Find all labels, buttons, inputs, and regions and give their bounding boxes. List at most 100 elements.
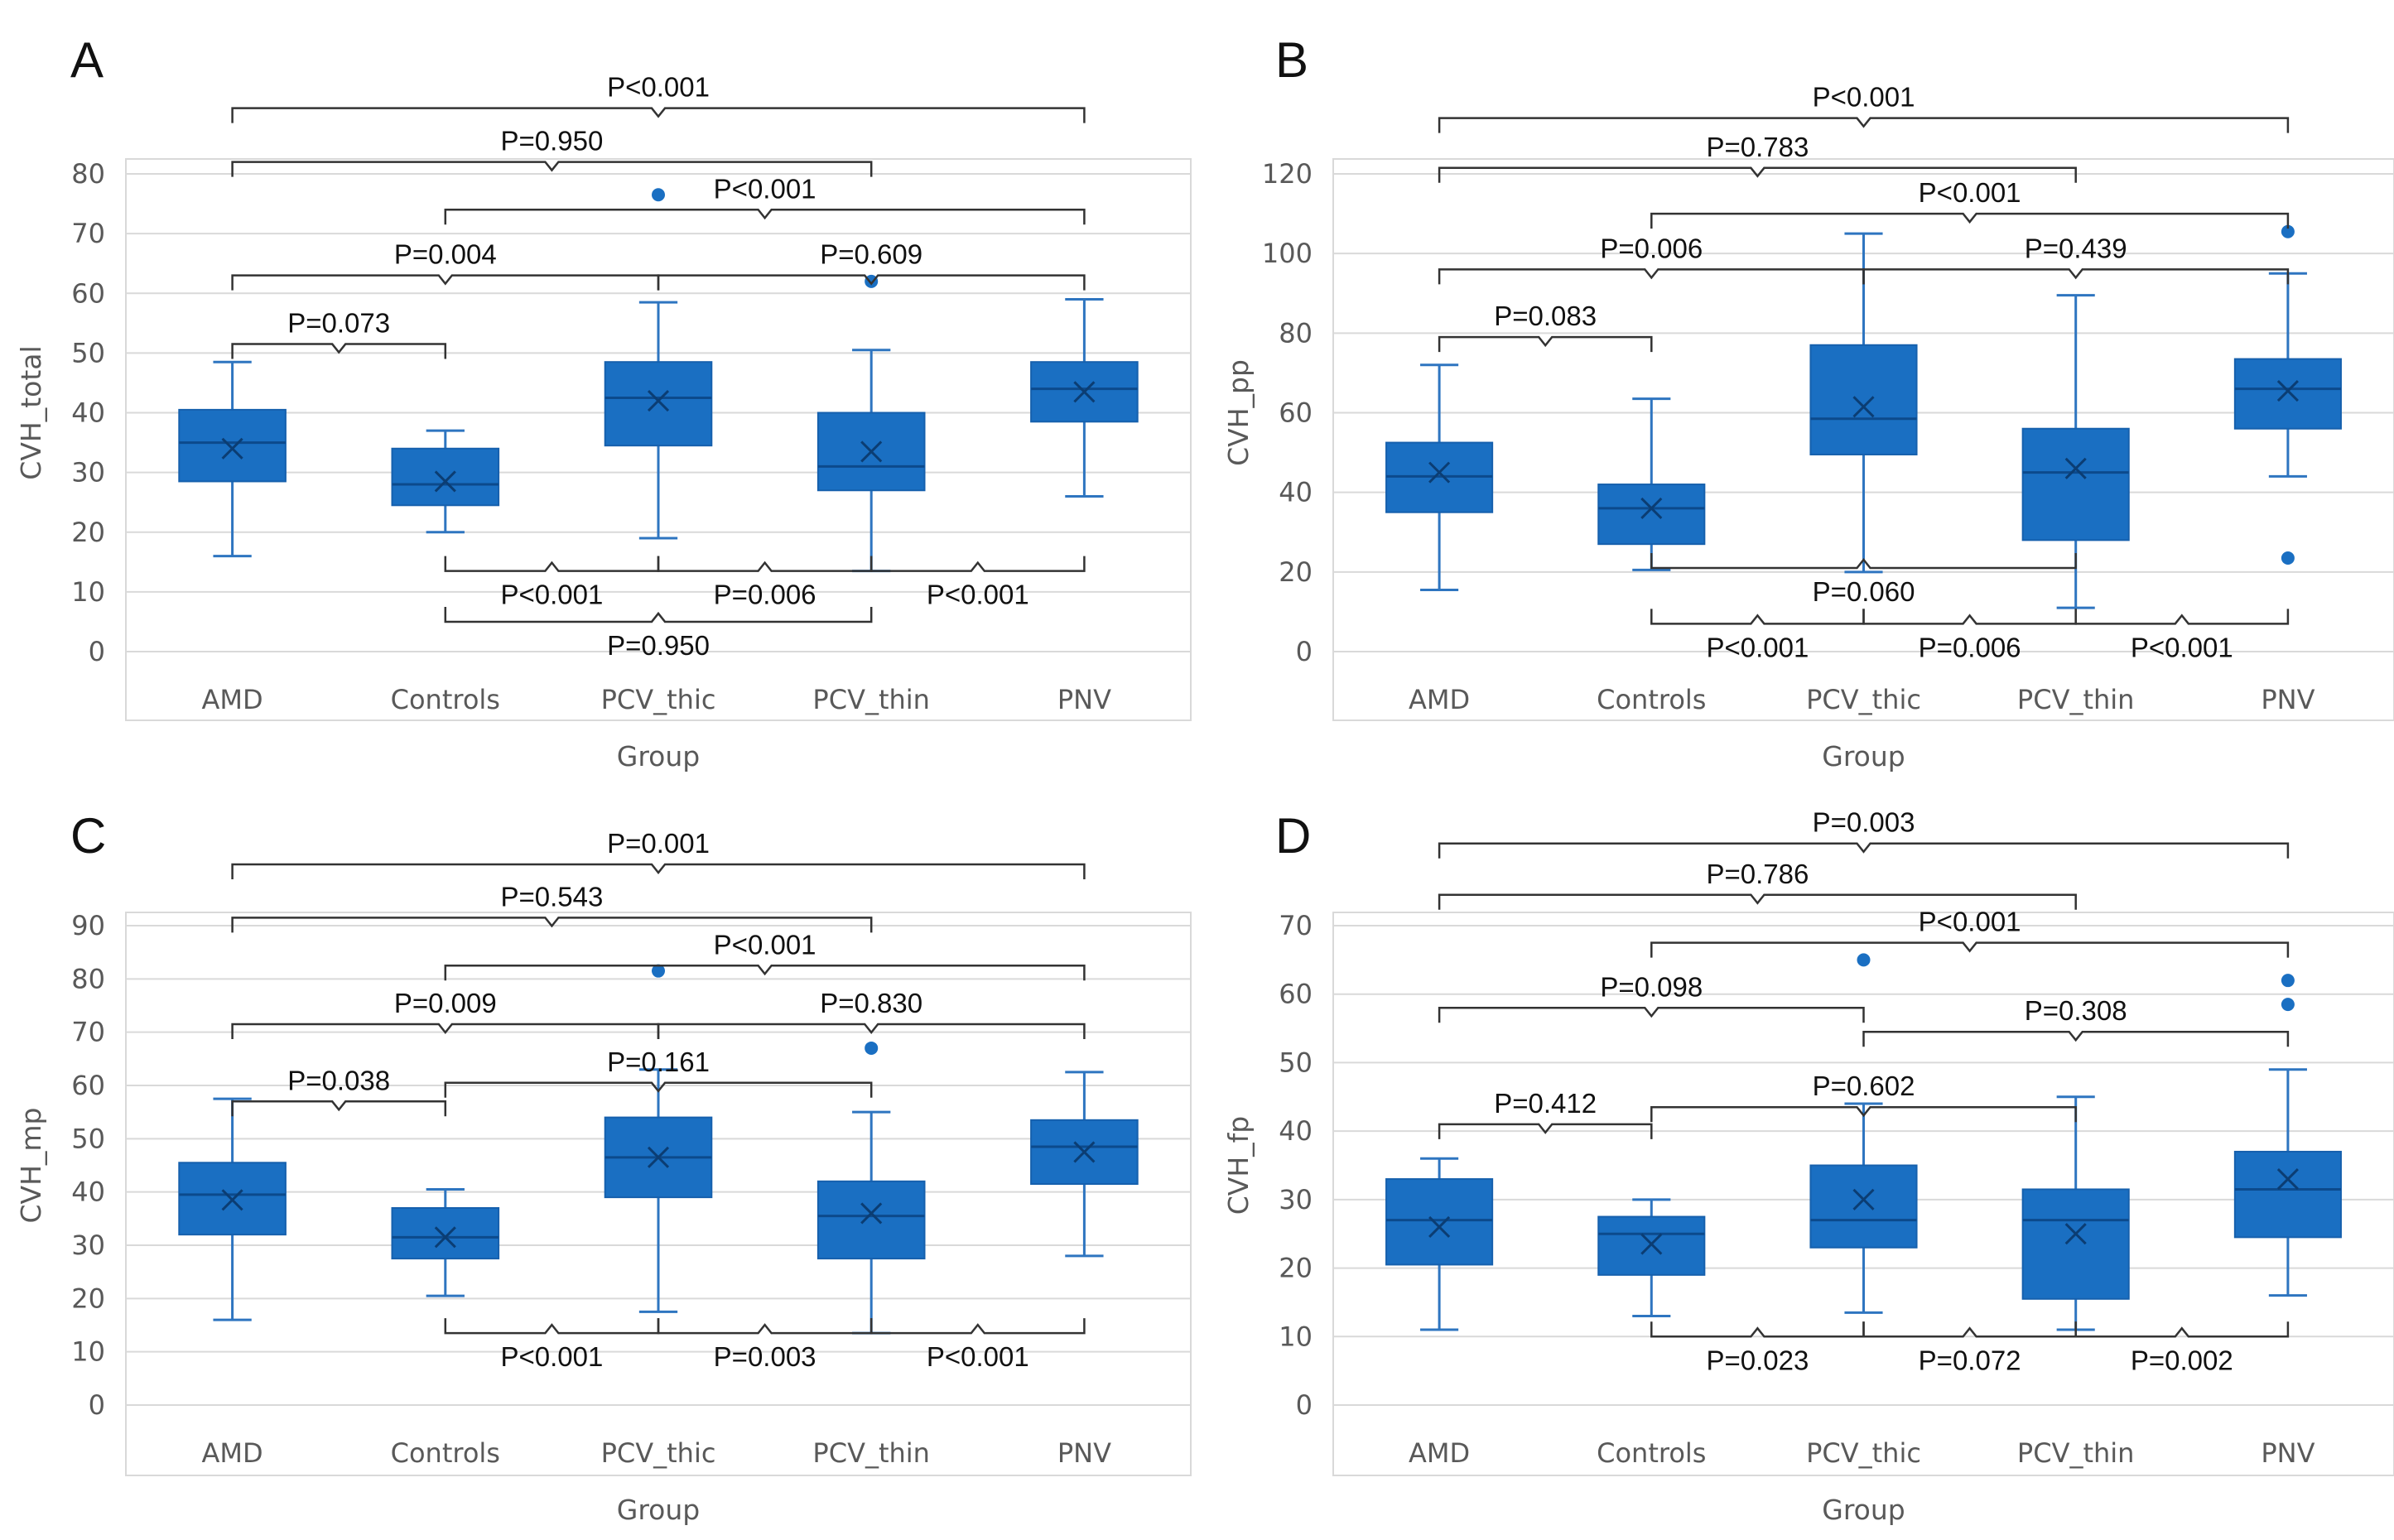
comparison-bracket: P=0.002 [2074,1321,2290,1375]
bracket-line [1438,268,1865,285]
x-tick-label: PNV [1057,1437,1111,1469]
p-value-label: P=0.950 [607,630,710,661]
box-controls [391,1187,500,1297]
comparison-bracket: P<0.001 [1438,82,2290,133]
bracket-line [444,556,660,572]
comparison-bracket: P=0.098 [1438,971,1865,1023]
x-tick-label: Controls [1597,684,1706,715]
box-pnv [2233,224,2342,565]
y-tick-label: 30 [1279,1184,1313,1215]
x-tick-label: PCV_thic [601,684,716,715]
comparison-bracket: P<0.001 [444,1318,660,1372]
plot-frame [125,158,1192,721]
p-value-label: P=0.830 [820,988,922,1018]
p-value-label: P=0.161 [607,1047,710,1077]
y-tick-label: 10 [71,1336,105,1368]
iqr-box [391,1206,500,1260]
p-value-label: P=0.412 [1494,1088,1597,1119]
comparison-bracket: P=0.006 [1862,609,2077,662]
x-tick-label: PCV_thic [601,1437,716,1469]
bracket-line [1650,1321,1865,1338]
box-pcv-thin [816,274,926,573]
mean-marker [221,437,243,460]
mean-marker [647,390,670,412]
mean-marker [647,1146,670,1168]
iqr-box [2021,1188,2130,1300]
p-value-label: P<0.001 [500,1341,603,1372]
x-tick-label: Controls [391,1437,500,1469]
y-tick-label: 0 [1296,636,1313,667]
y-tick-label: 20 [1279,556,1313,588]
p-value-label: P=0.098 [1600,971,1703,1002]
box-amd [1385,363,1494,591]
bracket-line [657,1318,873,1335]
comparison-bracket: P<0.001 [444,556,660,610]
comparison-bracket: P=0.073 [231,308,447,359]
mean-marker [860,1202,883,1225]
x-tick-label: AMD [202,1437,263,1469]
x-tick-label: PCV_thin [812,684,930,715]
outlier-point [2281,551,2295,565]
y-tick-label: 10 [1279,1321,1313,1352]
y-tick-label: 90 [71,910,105,941]
comparison-bracket: P<0.001 [1650,907,2290,958]
box-pcv-thin [2021,294,2130,609]
comparison-bracket: P=0.308 [1862,995,2290,1047]
box-pcv-thin [816,1041,926,1335]
p-value-label: P=0.072 [1919,1345,2021,1375]
comparison-bracket: P=0.072 [1862,1321,2077,1375]
comparison-bracket: P=0.003 [657,1318,873,1372]
bracket-line [231,107,1086,123]
mean-marker [860,440,883,463]
comparison-bracket: P=0.009 [231,988,660,1040]
iqr-box [178,408,287,483]
y-tick-label: 40 [1279,1115,1313,1147]
p-value-label: P=0.609 [820,239,922,270]
box-controls [1597,397,1706,571]
panel-letter: A [70,32,104,88]
comparison-bracket: P<0.001 [444,173,1086,225]
comparison-bracket: P=0.161 [444,1047,873,1098]
comparison-bracket: P<0.001 [1650,609,1865,662]
bracket-line [657,274,1086,291]
bracket-line [444,606,873,623]
box-amd [1385,1157,1494,1331]
mean-marker [434,1226,456,1249]
bracket-line [1438,893,2077,910]
bracket-line [657,1023,1086,1040]
bracket-line [1438,1123,1653,1139]
y-tick-label: 30 [71,1230,105,1261]
iqr-box [1385,1178,1494,1266]
p-value-label: P=0.786 [1706,859,1809,889]
bracket-line [231,274,660,291]
bracket-line [231,1100,447,1117]
mean-marker [1852,396,1875,418]
p-value-label: P<0.001 [714,929,816,960]
outlier-point [2281,224,2295,238]
comparison-bracket: P=0.083 [1438,301,1653,353]
p-value-label: P=0.006 [1919,632,2021,662]
bracket-line [444,209,1086,225]
comparison-bracket: P=0.543 [231,881,873,933]
iqr-box [2233,1150,2342,1239]
p-value-label: P=0.602 [1813,1071,1915,1101]
mean-marker [1073,1141,1096,1163]
iqr-box [1597,484,1706,546]
bracket-line [1650,1105,2077,1123]
y-tick-label: 40 [71,397,105,429]
y-tick-label: 60 [1279,979,1313,1010]
outlier-point [2281,998,2295,1012]
y-axis-title: CVH_total [15,345,47,479]
p-value-label: P<0.001 [1919,907,2021,937]
outlier-point [652,188,665,202]
box-pcv-thic [604,188,713,540]
x-tick-label: Controls [1597,1437,1706,1469]
box-pnv [2233,974,2342,1297]
x-tick-label: Controls [391,684,500,715]
x-axis-title: Group [1822,740,1905,772]
p-value-label: P<0.001 [1813,82,1915,113]
bracket-line [1862,609,2077,625]
box-controls [391,429,500,534]
box-amd [178,360,287,558]
iqr-box [604,361,713,447]
